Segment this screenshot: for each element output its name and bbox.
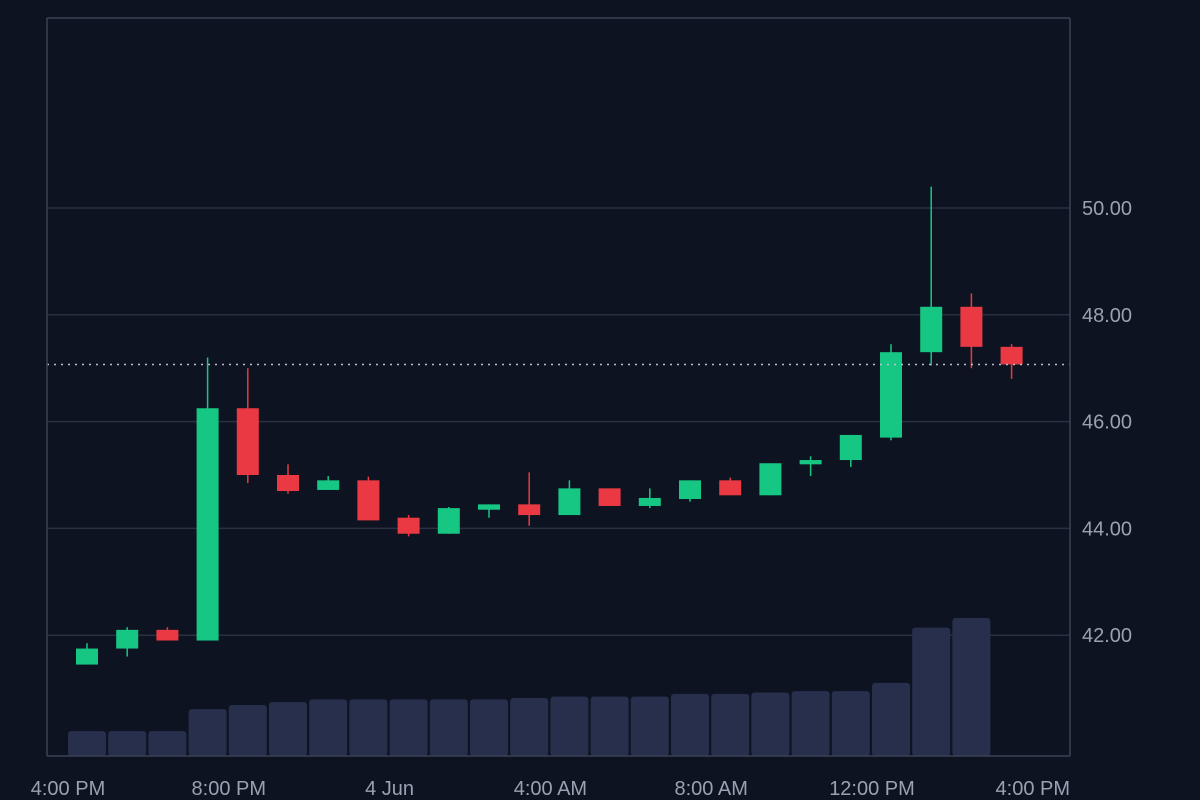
y-axis-ticks: 42.00 44.00 46.00 48.00 50.00 xyxy=(1082,198,1132,647)
candle-body xyxy=(759,463,782,496)
candle xyxy=(317,476,340,490)
plot-frame xyxy=(46,17,1071,757)
candle-body xyxy=(236,408,259,475)
candle xyxy=(116,627,139,657)
candle xyxy=(397,515,420,537)
volume-bar xyxy=(550,696,589,756)
volume-bar xyxy=(791,691,830,756)
candle-body xyxy=(397,517,420,534)
candle-body xyxy=(156,629,179,641)
candle xyxy=(880,344,902,441)
candle xyxy=(196,357,219,641)
y-tick-label: 42.00 xyxy=(1082,625,1132,647)
volume-bar xyxy=(872,682,910,756)
candle xyxy=(277,464,299,494)
volume-bar xyxy=(711,693,750,756)
candle-body xyxy=(196,408,219,641)
candle-body xyxy=(277,475,299,492)
volume-bars xyxy=(68,618,991,756)
candle-body xyxy=(839,434,862,461)
volume-bar xyxy=(389,699,428,756)
candle-body xyxy=(357,480,380,521)
volume-bar xyxy=(831,691,870,756)
volume-bar xyxy=(188,709,227,756)
candle xyxy=(518,472,541,526)
volume-bar xyxy=(630,696,669,756)
volume-bar xyxy=(148,731,187,756)
candle xyxy=(719,477,742,496)
x-tick-label: 4 Jun xyxy=(365,778,414,800)
volume-bar xyxy=(429,699,468,756)
candle-body xyxy=(116,629,139,649)
y-tick-label: 44.00 xyxy=(1082,518,1132,540)
candle xyxy=(839,434,862,467)
candle xyxy=(76,643,98,665)
volume-bar xyxy=(269,702,307,756)
candle xyxy=(156,627,179,641)
candle xyxy=(759,463,782,496)
candle xyxy=(960,293,983,369)
volume-bar xyxy=(309,699,348,756)
candle-body xyxy=(558,488,581,516)
volume-bar xyxy=(68,731,106,756)
y-tick-label: 48.00 xyxy=(1082,305,1132,327)
candle xyxy=(478,504,500,518)
volume-bar xyxy=(590,696,629,756)
candle-body xyxy=(638,497,661,506)
volume-bar xyxy=(228,704,267,756)
y-tick-label: 50.00 xyxy=(1082,198,1132,220)
candle xyxy=(920,186,943,366)
candle xyxy=(1000,344,1023,379)
candle xyxy=(598,488,621,506)
x-tick-label: 4:00 AM xyxy=(514,778,587,800)
candle-body xyxy=(920,306,943,353)
candle xyxy=(236,368,259,484)
volume-bar xyxy=(510,698,549,756)
candle-body xyxy=(478,504,500,510)
volume-bar xyxy=(912,627,951,756)
volume-bar xyxy=(671,693,709,756)
x-tick-label: 12:00 PM xyxy=(829,778,915,800)
x-tick-label: 4:00 PM xyxy=(31,778,105,800)
volume-bar xyxy=(349,699,388,756)
x-tick-label: 4:00 PM xyxy=(996,778,1070,800)
candle-body xyxy=(518,504,541,516)
x-tick-label: 8:00 AM xyxy=(675,778,748,800)
x-axis-ticks: 4:00 PM 8:00 PM 4 Jun 4:00 AM 8:00 AM 12:00 P… xyxy=(31,778,1070,800)
candle-body xyxy=(799,460,822,465)
candle xyxy=(799,456,822,477)
y-tick-label: 46.00 xyxy=(1082,412,1132,434)
candle-body xyxy=(437,508,460,534)
candle-body xyxy=(76,648,98,665)
candle-body xyxy=(1000,346,1023,365)
volume-bar xyxy=(952,618,991,756)
candle xyxy=(357,476,380,521)
candle-body xyxy=(880,352,902,438)
volume-bar xyxy=(470,699,508,756)
candles xyxy=(76,186,1023,665)
candle xyxy=(558,480,581,516)
candle xyxy=(437,507,460,534)
candle-body xyxy=(679,480,701,500)
candle xyxy=(638,488,661,509)
candle-body xyxy=(719,480,742,496)
candle xyxy=(679,480,701,502)
x-tick-label: 8:00 PM xyxy=(192,778,266,800)
volume-bar xyxy=(108,731,147,756)
volume-bar xyxy=(751,692,790,756)
candle-body xyxy=(598,488,621,506)
candle-body xyxy=(317,480,340,490)
candle-body xyxy=(960,306,983,347)
